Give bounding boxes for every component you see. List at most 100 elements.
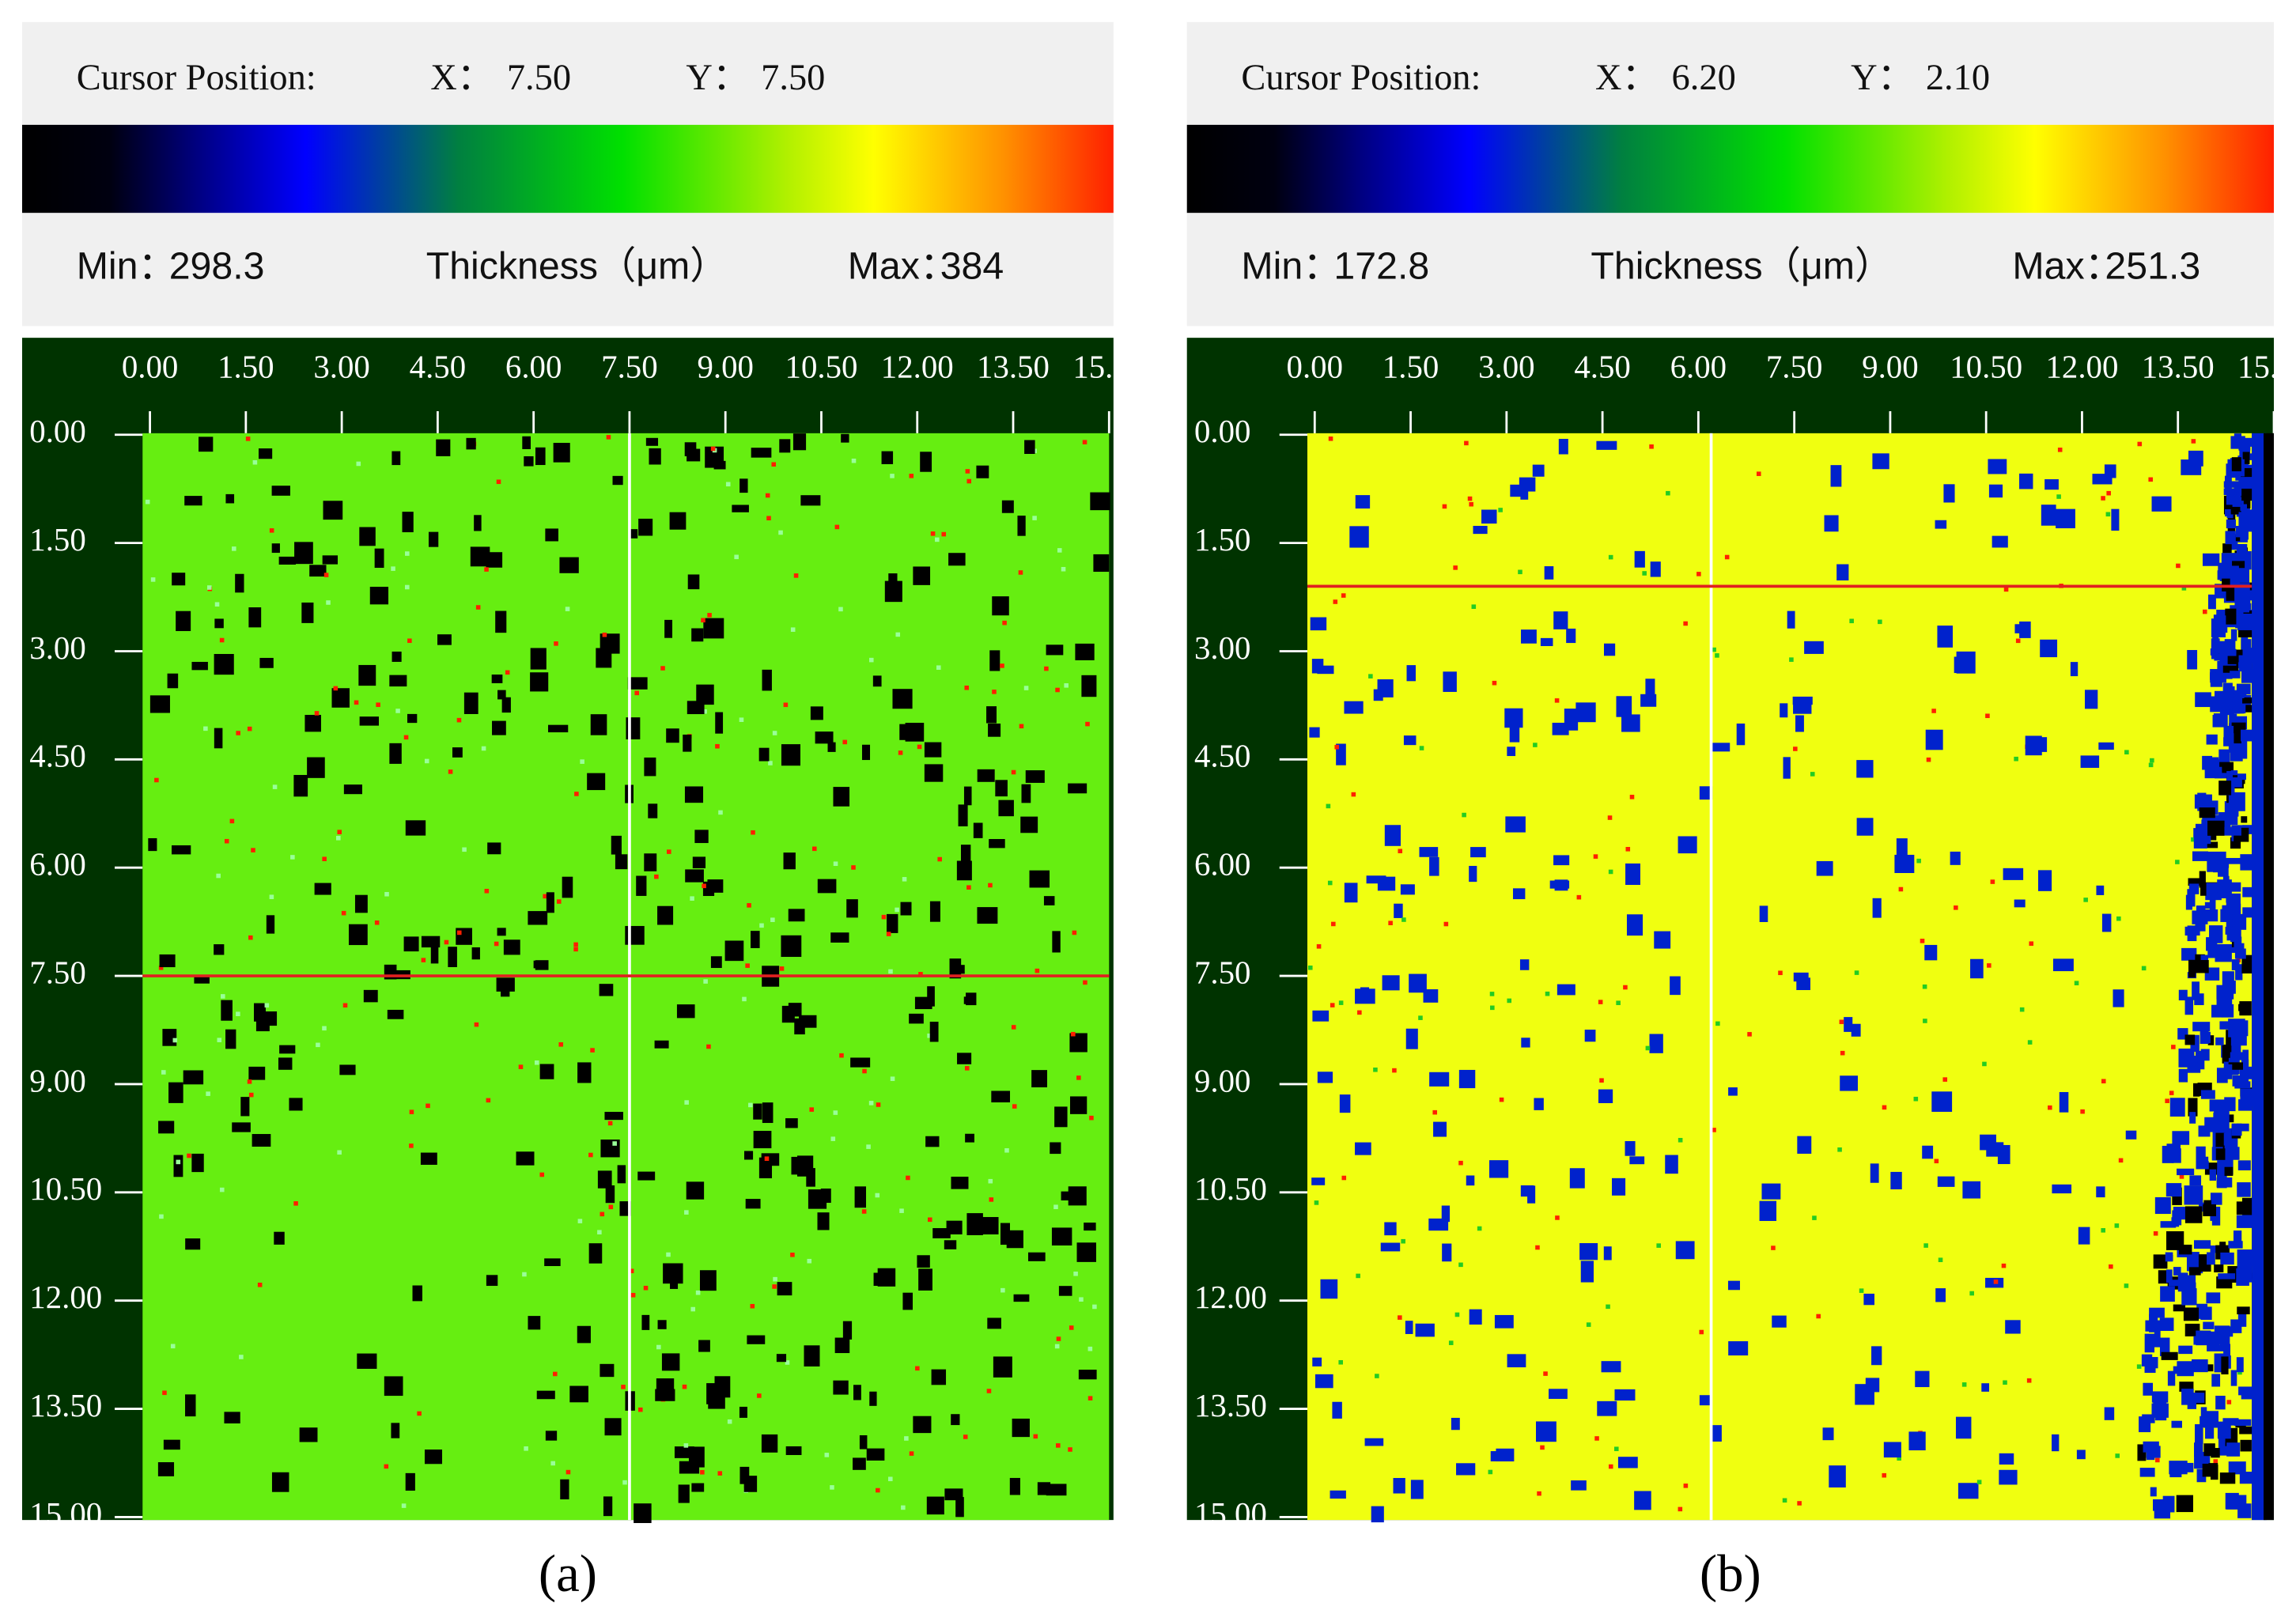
speckle xyxy=(2232,777,2242,788)
speckle xyxy=(1011,769,1016,775)
speckle xyxy=(1089,1115,1094,1121)
speckle xyxy=(236,1011,240,1016)
speckle xyxy=(162,1029,177,1046)
speckle xyxy=(808,1189,827,1209)
speckle xyxy=(785,1446,802,1455)
speckle xyxy=(1360,987,1370,1004)
speckle xyxy=(2150,758,2154,763)
speckle xyxy=(1782,1498,1787,1503)
speckle xyxy=(1934,1159,1939,1164)
speckle xyxy=(1384,1222,1397,1236)
x-tick-label: 3.00 xyxy=(313,349,369,384)
speckle xyxy=(2160,1221,2177,1228)
speckle xyxy=(516,1151,535,1166)
speckle xyxy=(1569,1168,1585,1189)
panel: Cursor Position: X： 7.50 Y： 7.50 Min：298.3 Thi… xyxy=(22,21,1114,1603)
speckle xyxy=(1634,1491,1651,1510)
speckle xyxy=(648,803,658,818)
speckle xyxy=(354,894,368,913)
speckle xyxy=(914,996,932,1010)
speckle xyxy=(666,728,679,743)
speckle xyxy=(2224,826,2241,836)
speckle xyxy=(269,894,274,899)
speckle xyxy=(973,822,983,838)
speckle xyxy=(2224,1166,2234,1176)
speckle xyxy=(694,830,709,844)
x-label: X： xyxy=(1595,58,1659,98)
speckle xyxy=(788,909,805,922)
speckle xyxy=(1409,973,1427,993)
speckle xyxy=(343,784,362,795)
speckle xyxy=(159,1214,164,1219)
speckle xyxy=(691,628,704,642)
x-ticks: 0.00 1.50 3.00 4.50 6.00 7.50 9.00 10.50 12.00 13… xyxy=(1287,349,2274,433)
speckle xyxy=(1084,1223,1096,1231)
speckle xyxy=(1925,729,1943,750)
speckle xyxy=(935,537,940,542)
speckle xyxy=(875,1193,880,1198)
speckle xyxy=(2228,1461,2246,1475)
speckle xyxy=(466,437,476,450)
caption: (a) xyxy=(539,1544,597,1603)
x-tick-label: 4.50 xyxy=(410,349,466,384)
speckle xyxy=(1069,1096,1087,1114)
speckle xyxy=(2241,1059,2249,1078)
speckle xyxy=(252,459,258,465)
speckle xyxy=(2226,587,2235,601)
speckle xyxy=(1882,1105,1887,1110)
speckle xyxy=(2169,1098,2185,1117)
speckle xyxy=(2240,1439,2252,1452)
speckle xyxy=(724,940,744,962)
speckle xyxy=(2143,1382,2154,1396)
speckle xyxy=(895,632,901,637)
speckle xyxy=(1462,812,1466,818)
speckle xyxy=(2224,857,2241,864)
speckle xyxy=(2139,1416,2151,1433)
speckle xyxy=(2136,1364,2142,1369)
speckle xyxy=(1384,825,1401,846)
speckle xyxy=(1382,975,1400,991)
speckle xyxy=(544,1258,561,1267)
speckle xyxy=(543,894,547,899)
speckle xyxy=(1938,1257,1943,1263)
speckle xyxy=(684,442,697,456)
speckle xyxy=(1553,611,1568,629)
speckle xyxy=(322,1026,327,1031)
speckle xyxy=(556,899,562,904)
speckle xyxy=(1364,1438,1384,1446)
speckle xyxy=(753,1131,772,1149)
speckle xyxy=(463,692,478,714)
speckle xyxy=(2166,1269,2173,1283)
speckle xyxy=(1540,637,1553,647)
speckle xyxy=(2230,670,2241,678)
speckle xyxy=(657,1320,667,1329)
speckle xyxy=(963,786,972,806)
speckle xyxy=(369,587,389,605)
speckle xyxy=(257,1011,278,1026)
speckle xyxy=(1333,599,1338,604)
speckle xyxy=(1625,863,1640,886)
speckle xyxy=(1073,1271,1078,1276)
speckle xyxy=(546,892,554,913)
speckle xyxy=(426,1103,430,1109)
speckle xyxy=(687,701,705,715)
speckle xyxy=(964,1066,970,1071)
speckle xyxy=(655,1389,675,1401)
speckle xyxy=(612,1141,617,1146)
speckle xyxy=(1603,1246,1612,1261)
speckle xyxy=(2224,671,2233,679)
speckle xyxy=(2056,494,2061,499)
speckle xyxy=(2230,1319,2242,1333)
speckle xyxy=(428,531,439,547)
speckle xyxy=(1535,1245,1540,1250)
speckle xyxy=(2214,653,2222,661)
min-value: 172.8 xyxy=(1333,245,1429,288)
speckle xyxy=(2173,1267,2181,1276)
speckle xyxy=(1532,464,1545,477)
speckle xyxy=(536,1390,555,1400)
speckle xyxy=(1380,1242,1401,1252)
speckle xyxy=(2188,1267,2201,1276)
speckle xyxy=(866,1144,871,1149)
speckle xyxy=(1629,795,1635,799)
speckle xyxy=(588,1152,593,1158)
